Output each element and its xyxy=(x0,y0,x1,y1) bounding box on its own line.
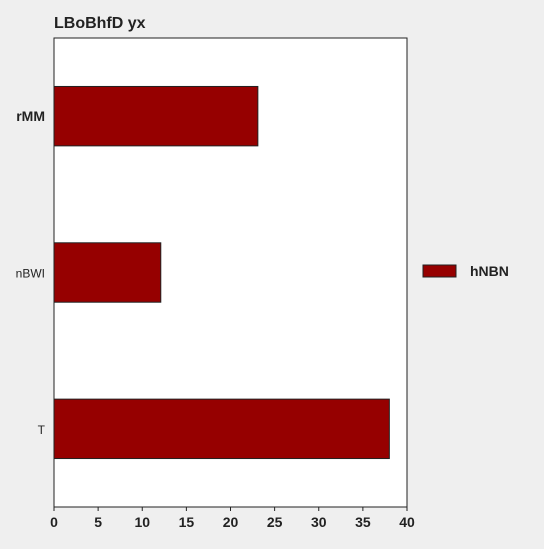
x-tick-labels: 0 5 10 15 20 25 30 35 40 xyxy=(50,507,415,530)
y-tick-labels: rMM nBWI T xyxy=(16,108,46,437)
bar-nBWI xyxy=(53,242,162,303)
x-tick-label: 20 xyxy=(223,514,239,530)
bars-group xyxy=(53,85,390,460)
chart-title: LBoBhfD yx xyxy=(54,15,146,32)
x-tick-label: 35 xyxy=(355,514,371,530)
x-tick-label: 40 xyxy=(399,514,415,530)
bar-T xyxy=(53,398,390,460)
bar-rMM xyxy=(53,85,259,147)
x-tick-label: 25 xyxy=(267,514,283,530)
legend: hNBN xyxy=(422,263,509,279)
x-tick-label: 5 xyxy=(94,514,102,530)
y-tick-label: T xyxy=(38,423,46,437)
x-tick-label: 15 xyxy=(179,514,195,530)
y-tick-label: rMM xyxy=(16,108,45,124)
x-tick-label: 10 xyxy=(134,514,150,530)
y-tick-label: nBWI xyxy=(16,267,45,281)
legend-label: hNBN xyxy=(470,263,509,279)
legend-swatch xyxy=(422,264,457,278)
x-tick-label: 0 xyxy=(50,514,58,530)
x-tick-label: 30 xyxy=(311,514,327,530)
